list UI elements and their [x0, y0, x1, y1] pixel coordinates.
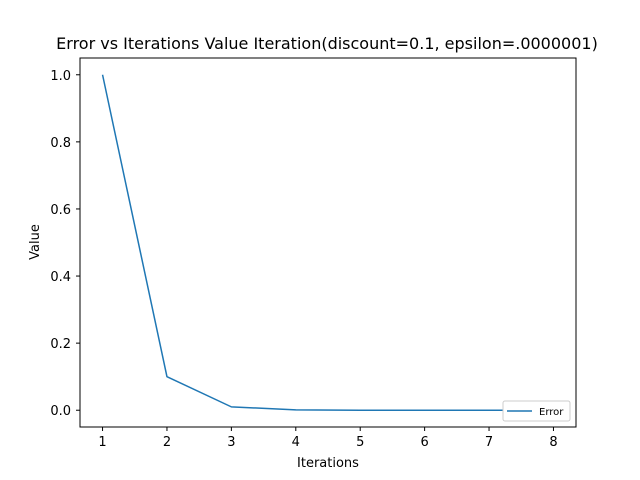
x-tick-label: 2: [163, 435, 171, 450]
series-layer: [101, 74, 554, 411]
x-tick-label: 8: [549, 435, 557, 450]
x-tick-label: 7: [485, 435, 493, 450]
y-tick-label: 0.4: [50, 270, 71, 285]
x-tick-label: 4: [292, 435, 300, 450]
x-tick-label: 1: [98, 435, 106, 450]
y-axis-label: Value: [28, 224, 43, 260]
x-tick-label: 6: [420, 435, 428, 450]
legend-box: [502, 400, 571, 422]
x-axis-label: Iterations: [297, 456, 359, 471]
x-tick-label: 3: [227, 435, 235, 450]
y-axis-ticks: 0.0 0.2 0.4 0.6 0.8 1.0: [50, 69, 80, 419]
y-tick-label: 1.0: [50, 69, 71, 84]
plot-area: [79, 57, 577, 428]
legend-label: Error: [539, 407, 564, 418]
series-line-error: [101, 74, 554, 411]
x-axis-ticks: 1 2 3 4 5 6 7 8: [98, 427, 558, 450]
chart-title: Error vs Iterations Value Iteration(disc…: [56, 34, 598, 53]
y-tick-label: 0.2: [50, 337, 71, 352]
y-tick-label: 0.8: [50, 136, 71, 151]
y-tick-label: 0.0: [50, 404, 71, 419]
x-tick-label: 5: [356, 435, 364, 450]
legend: Error: [502, 400, 571, 422]
y-tick-label: 0.6: [50, 203, 71, 218]
